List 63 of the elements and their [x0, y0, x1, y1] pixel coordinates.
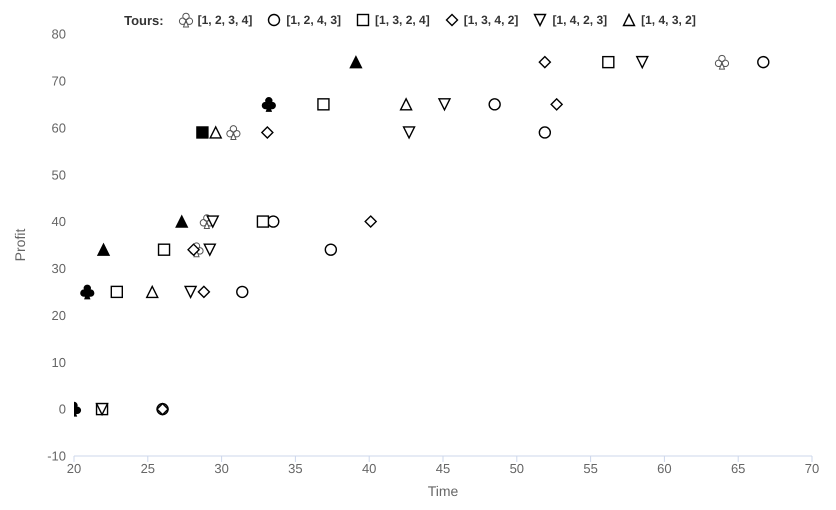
x-tick-label: 55: [583, 461, 598, 476]
y-axis-title: Profit: [12, 228, 28, 262]
x-tick-label: 35: [288, 461, 303, 476]
point: [184, 286, 197, 298]
y-tick-label: 10: [52, 354, 66, 370]
y-tick-label: 30: [52, 261, 66, 276]
x-axis-title: Time: [428, 483, 459, 499]
point: [187, 243, 200, 256]
legend-label: [1, 3, 4, 2]: [464, 13, 518, 27]
legend-label: [1, 4, 2, 3]: [552, 13, 608, 27]
point: [206, 215, 219, 228]
point: [317, 98, 330, 111]
x-tick-label: 20: [66, 461, 82, 476]
point: [364, 215, 377, 228]
point: [236, 286, 248, 298]
point: [538, 126, 552, 139]
x-tick-label: 40: [362, 461, 376, 476]
point: [757, 56, 770, 68]
legend-label: [1, 3, 2, 4]: [375, 13, 430, 27]
point: [400, 98, 412, 111]
point: [324, 243, 338, 256]
point: [550, 98, 563, 111]
y-tick-label: 20: [52, 308, 66, 323]
y-tick-label: 0: [58, 402, 66, 417]
x-tick-label: 25: [140, 461, 156, 476]
x-tick-label: 30: [214, 461, 229, 476]
legend-label: [1, 2, 4, 3]: [286, 13, 342, 27]
point: [110, 286, 124, 298]
point: [198, 286, 210, 298]
point: [261, 126, 274, 139]
x-tick-label: 70: [804, 461, 820, 476]
y-tick-label: -10: [47, 448, 66, 464]
point: [538, 56, 552, 68]
point: [714, 54, 730, 70]
point: [209, 126, 222, 139]
point: [636, 56, 648, 68]
point: [97, 243, 110, 256]
x-tick-label: 65: [730, 461, 746, 476]
point: [402, 126, 416, 139]
x-tick-label: 60: [657, 461, 672, 476]
point: [350, 56, 362, 68]
legend-title: Tours:: [124, 12, 164, 28]
point: [256, 215, 270, 228]
point: [262, 97, 276, 112]
y-tick-label: 70: [52, 74, 66, 89]
point: [196, 126, 209, 139]
y-tick-label: 60: [52, 120, 66, 136]
point: [226, 125, 241, 140]
x-tick-label: 45: [436, 461, 450, 476]
point: [602, 56, 615, 68]
point: [488, 98, 501, 111]
y-tick-label: 50: [52, 167, 66, 182]
point: [80, 284, 94, 300]
point: [158, 243, 170, 256]
legend-label: [1, 2, 3, 4]: [198, 13, 252, 27]
x-tick-label: 50: [510, 461, 524, 476]
point: [204, 243, 216, 256]
y-tick-label: 80: [52, 26, 66, 42]
legend-label: [1, 4, 3, 2]: [641, 13, 696, 27]
point: [146, 286, 158, 298]
point: [438, 98, 451, 111]
y-tick-label: 40: [52, 214, 66, 230]
point: [176, 215, 188, 228]
